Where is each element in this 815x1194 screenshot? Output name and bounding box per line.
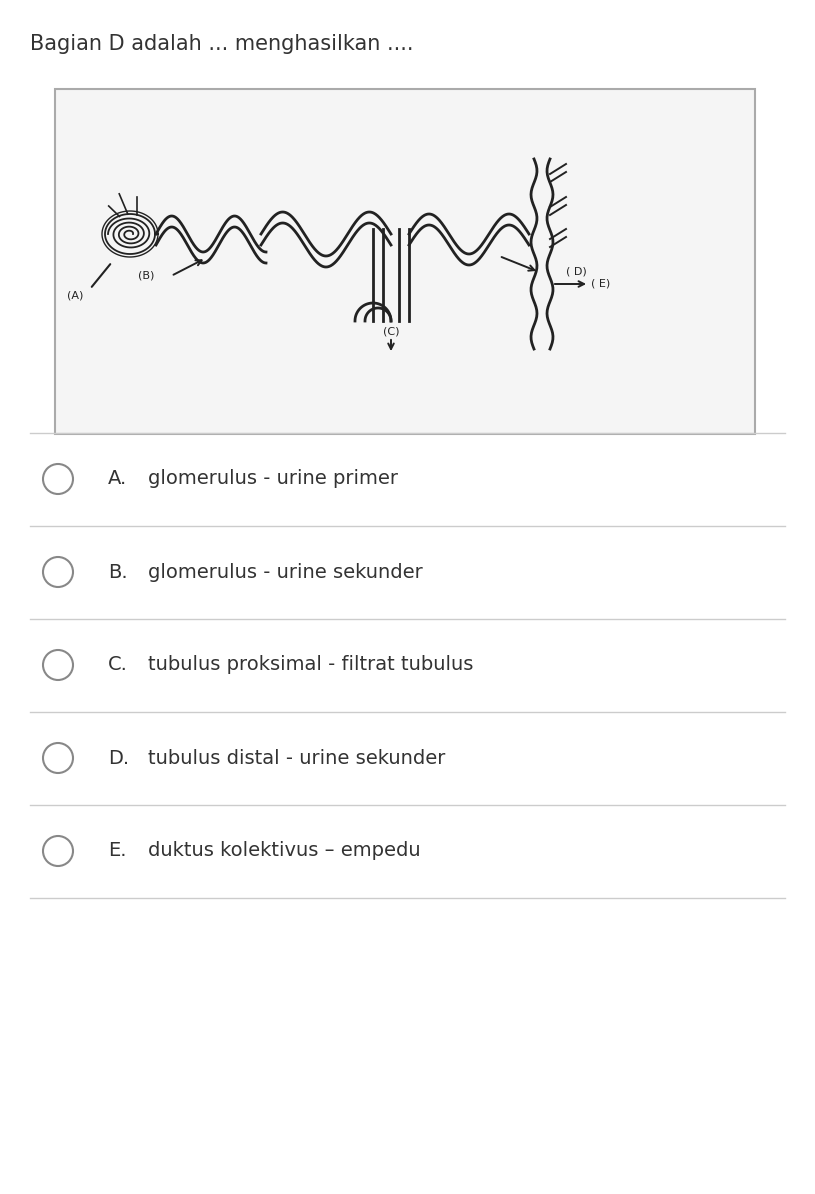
- Text: glomerulus - urine primer: glomerulus - urine primer: [148, 469, 398, 488]
- Text: (B): (B): [138, 271, 154, 281]
- Text: glomerulus - urine sekunder: glomerulus - urine sekunder: [148, 562, 423, 581]
- Text: ( D): ( D): [566, 267, 587, 277]
- Text: Bagian D adalah ... menghasilkan ....: Bagian D adalah ... menghasilkan ....: [30, 33, 413, 54]
- Text: ( E): ( E): [591, 279, 610, 289]
- Text: D.: D.: [108, 749, 129, 768]
- Text: tubulus proksimal - filtrat tubulus: tubulus proksimal - filtrat tubulus: [148, 656, 474, 675]
- Text: E.: E.: [108, 842, 126, 861]
- FancyBboxPatch shape: [55, 90, 755, 433]
- Text: A.: A.: [108, 469, 127, 488]
- Text: C.: C.: [108, 656, 128, 675]
- Text: (A): (A): [67, 291, 83, 301]
- Text: tubulus distal - urine sekunder: tubulus distal - urine sekunder: [148, 749, 445, 768]
- Text: duktus kolektivus – empedu: duktus kolektivus – empedu: [148, 842, 421, 861]
- Text: B.: B.: [108, 562, 128, 581]
- Text: (C): (C): [383, 326, 399, 336]
